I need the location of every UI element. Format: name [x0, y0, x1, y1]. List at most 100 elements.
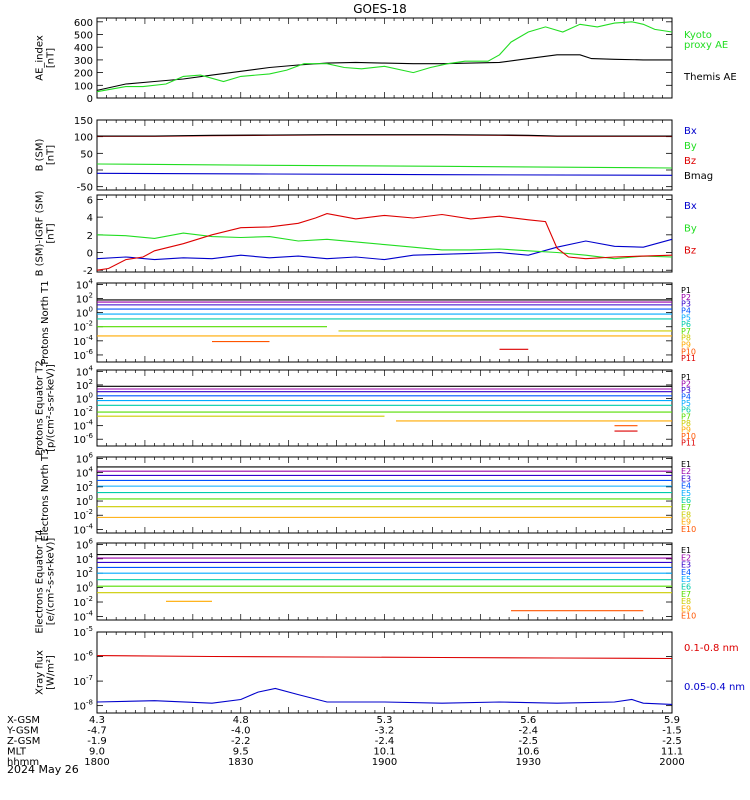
channel-label: P3 — [681, 386, 691, 395]
channel-label: P5 — [681, 313, 691, 322]
series-line — [96, 54, 672, 91]
series-line — [97, 134, 672, 137]
series-line — [96, 21, 673, 93]
legend-entry: Bx — [684, 126, 697, 137]
legend-entry: Bx — [684, 201, 697, 212]
panel-frame — [96, 282, 673, 363]
y-tick-label: 10-4 — [73, 522, 93, 536]
series-line — [96, 213, 673, 271]
footer-value: 11.1 — [661, 747, 683, 758]
y-tick-label: 10-2 — [73, 320, 93, 334]
y-tick-label: 0 — [87, 249, 93, 260]
channel-label: P6 — [681, 406, 691, 415]
channel-label: P7 — [681, 327, 691, 336]
y-tick-label: 10-4 — [73, 334, 93, 348]
footer-value: -4.7 — [87, 726, 107, 737]
channel-label: E1 — [681, 546, 691, 555]
legend-entry: By — [684, 223, 697, 234]
footer-value: -3.2 — [375, 726, 395, 737]
channel-label: P1 — [681, 286, 691, 295]
series-line — [96, 163, 673, 169]
y-tick-label: 10-5 — [73, 625, 93, 639]
y-tick-label: 10-8 — [73, 699, 93, 713]
y-tick-label: 102 — [76, 566, 93, 580]
y-axis-title: Xray flux — [35, 650, 46, 695]
channel-label: E6 — [681, 583, 691, 592]
y-axis-title: AE_index — [35, 35, 46, 81]
y-tick-label: 104 — [76, 466, 94, 480]
footer-value: 9.5 — [233, 747, 249, 758]
legend-entry: Kyoto — [684, 30, 712, 41]
footer-value: 4.3 — [89, 715, 105, 726]
footer-value: 1900 — [372, 757, 397, 768]
panel-bdiff: 6 4 2 0 -2 B (SM)-IGRF (SM) [nT] Bx By Bz — [35, 191, 697, 278]
footer-value: 1800 — [84, 757, 109, 768]
y-tick-label: 100 — [76, 581, 93, 595]
channel-label: E3 — [681, 474, 691, 483]
channel-label: E7 — [681, 590, 691, 599]
channel-label: E1 — [681, 460, 691, 469]
footer-value: 2000 — [659, 757, 684, 768]
y-tick-label: 150 — [74, 116, 93, 127]
y-axis-title: [e/(cm²-s-sr-keV)] — [46, 538, 57, 626]
y-tick-label: 100 — [76, 306, 93, 320]
channel-label: P3 — [681, 300, 691, 309]
y-axis-title: [nT] — [46, 223, 57, 243]
y-tick-label: 102 — [76, 480, 93, 494]
y-tick-label: 100 — [76, 494, 93, 508]
footer-value: -1.9 — [87, 736, 107, 747]
panel-frame — [96, 631, 673, 714]
y-tick-label: 102 — [76, 378, 93, 392]
channel-label: E6 — [681, 496, 691, 505]
y-tick-label: 104 — [76, 364, 94, 378]
footer-value: 10.6 — [517, 747, 539, 758]
y-axis-title: [nT] — [46, 48, 57, 68]
footer-value: -4.0 — [231, 726, 251, 737]
footer-value: 5.6 — [520, 715, 536, 726]
y-axis-title: Protons Equator T2 — [35, 360, 46, 456]
chart-title: GOES-18 — [353, 2, 407, 16]
y-tick-label: 0 — [87, 94, 93, 105]
y-tick-label: 106 — [76, 537, 94, 551]
footer-value: 1930 — [516, 757, 541, 768]
y-tick-label: 10-6 — [73, 432, 93, 446]
panel-frame — [96, 456, 673, 534]
y-tick-label: -2 — [83, 266, 93, 277]
footer-value: 1830 — [228, 757, 253, 768]
footer-row-label: Y-GSM — [6, 726, 39, 737]
footer-value: -2.4 — [375, 736, 395, 747]
legend-entry: Themis AE — [683, 72, 737, 83]
channel-label: E9 — [681, 518, 691, 527]
channel-label: E4 — [681, 568, 691, 577]
channel-label: P1 — [681, 373, 691, 382]
y-tick-label: 10-4 — [73, 419, 93, 433]
y-axis-title: Protons North T1 — [40, 280, 51, 364]
legend-entry: Bz — [684, 246, 696, 257]
channel-label: E7 — [681, 503, 691, 512]
footer-value: 10.1 — [373, 747, 395, 758]
channel-label: P9 — [681, 341, 691, 350]
legend-entry: Bmag — [684, 171, 713, 182]
y-axis-title: Electrons Equator T4 — [35, 529, 46, 633]
channel-label: P2 — [681, 293, 691, 302]
channel-label: E2 — [681, 467, 691, 476]
footer-value: 9.0 — [89, 747, 105, 758]
y-tick-label: 10-6 — [73, 650, 93, 664]
y-axis-title: B (SM)-IGRF (SM) — [35, 191, 46, 277]
legend-entry: proxy AE — [684, 40, 728, 51]
legend-entry: 0.05-0.4 nm — [684, 682, 745, 693]
y-tick-label: 600 — [74, 18, 93, 29]
channel-label: P9 — [681, 425, 691, 434]
channel-label: P2 — [681, 380, 691, 389]
footer-row-label: MLT — [7, 747, 27, 758]
channel-label: E8 — [681, 597, 691, 606]
channel-label: P7 — [681, 412, 691, 421]
y-tick-label: 0 — [87, 166, 93, 177]
y-tick-label: 10-2 — [73, 405, 93, 419]
channel-label: P8 — [681, 419, 691, 428]
